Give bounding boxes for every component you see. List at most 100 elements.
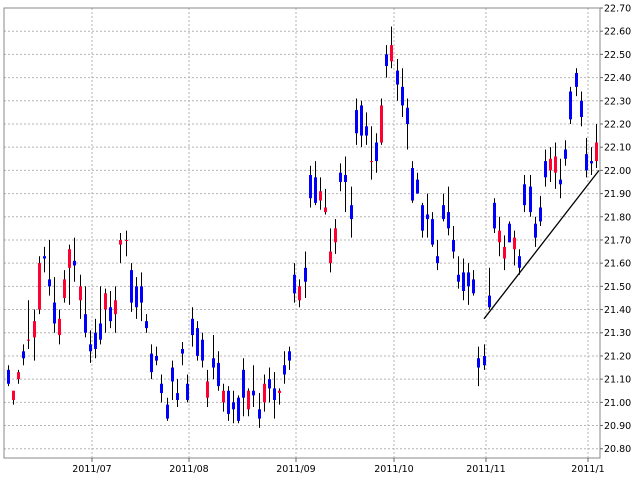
candle-body [416,179,419,194]
candle-body [176,393,179,401]
candle [155,346,158,366]
candle-body [309,175,312,199]
y-tick-label: 21.00 [604,398,631,409]
candle-body [360,105,363,136]
candle-body [390,45,393,62]
candle-body [79,286,82,301]
candle-body [119,239,122,245]
candle [7,365,10,387]
candle-body [452,239,455,252]
candle-body [298,286,301,301]
candle [258,393,261,428]
candle [472,270,475,296]
candle-body [222,390,225,403]
trendline-layer [483,169,600,320]
candle-body [155,355,158,361]
candle-body [477,358,480,368]
candle [355,98,358,145]
candle [483,344,486,370]
candle [186,374,189,403]
y-tick-label: 20.80 [604,444,631,455]
candle [58,309,61,345]
candle-body [554,156,557,173]
candle-body [488,295,491,308]
candle-body [258,409,261,419]
plot-area [3,7,601,459]
candle [135,277,138,319]
candle-body [43,256,46,259]
candle [380,98,383,145]
candle-body [89,344,92,352]
candle [176,379,179,407]
candle [252,365,255,407]
y-tick-label: 22.70 [604,4,631,15]
candle [84,286,87,338]
candle-body [406,107,409,124]
candle-body [217,362,220,387]
y-tick-label: 21.20 [604,351,631,362]
candle [488,267,491,310]
candle [150,344,153,380]
candle [268,367,271,403]
candle-body [396,70,399,85]
candle [477,346,480,387]
candle [288,346,291,370]
candle [534,216,537,247]
candle [166,397,169,421]
candle [201,332,204,368]
candle-body [447,212,450,229]
candle-body [227,390,230,414]
candle-body [365,126,368,136]
candle-body [181,348,184,354]
candle-body [273,388,276,401]
candle-body [48,279,51,287]
candle [569,86,572,124]
candle-body [263,383,266,403]
candle-body [135,286,138,308]
candle [421,202,424,238]
candle [503,235,506,271]
candle-body [329,251,332,264]
candle [263,374,266,412]
candle [360,100,363,148]
candle [125,230,128,257]
candle-body [518,256,521,268]
candle-body [503,246,506,259]
candle-body [201,339,204,361]
candle-body [544,161,547,178]
candle-body [426,214,429,220]
candle [365,112,368,145]
candle-body [247,390,250,410]
y-tick-label: 22.20 [604,119,631,130]
candle-body [370,161,373,163]
y-tick-label: 22.00 [604,166,631,177]
candle [17,369,20,384]
candle-body [350,205,353,220]
y-tick-label: 21.60 [604,259,631,270]
candle-body [53,302,56,324]
candle-body [94,332,97,349]
candle [160,374,163,403]
candle [140,272,143,322]
candle-body [27,339,30,341]
candle-body [431,219,434,245]
candle-body [513,237,516,250]
candle-body [498,230,501,243]
candle-body [186,383,189,401]
x-tick-label: 2011/1 [571,464,604,475]
candle [350,186,353,238]
candle-body [339,172,342,182]
candle-body [283,365,286,375]
candle [109,290,112,329]
candle-body [196,328,199,356]
candle [196,321,199,361]
candle-body [232,402,235,410]
candle [339,163,342,192]
candle-body [293,274,296,294]
candle-body [564,149,567,159]
candle [99,286,102,345]
candle [467,263,470,305]
candle [293,263,296,303]
candle [416,172,419,194]
